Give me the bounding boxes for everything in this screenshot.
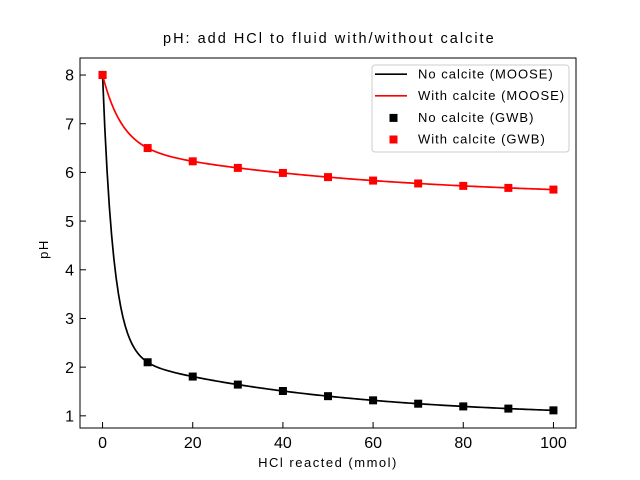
svg-text:5: 5 xyxy=(65,214,74,231)
svg-text:4: 4 xyxy=(65,263,74,280)
svg-text:3: 3 xyxy=(65,311,74,328)
svg-text:40: 40 xyxy=(274,435,292,452)
svg-text:100: 100 xyxy=(540,435,567,452)
svg-text:No calcite (MOOSE): No calcite (MOOSE) xyxy=(418,66,554,81)
svg-text:80: 80 xyxy=(454,435,472,452)
svg-text:20: 20 xyxy=(184,435,202,452)
svg-text:No calcite (GWB): No calcite (GWB) xyxy=(418,110,534,125)
svg-text:60: 60 xyxy=(364,435,382,452)
svg-text:2: 2 xyxy=(65,360,74,377)
svg-text:HCl reacted (mmol): HCl reacted (mmol) xyxy=(258,455,398,470)
svg-text:8: 8 xyxy=(65,68,74,85)
svg-text:0: 0 xyxy=(98,435,107,452)
svg-text:pH: pH xyxy=(36,239,51,259)
svg-text:With calcite (MOOSE): With calcite (MOOSE) xyxy=(418,88,565,103)
svg-text:1: 1 xyxy=(65,409,74,426)
svg-text:6: 6 xyxy=(65,165,74,182)
svg-text:With calcite (GWB): With calcite (GWB) xyxy=(418,132,546,147)
svg-text:pH: add HCl to fluid with/with: pH: add HCl to fluid with/without calcit… xyxy=(163,31,496,47)
svg-text:7: 7 xyxy=(65,116,74,133)
